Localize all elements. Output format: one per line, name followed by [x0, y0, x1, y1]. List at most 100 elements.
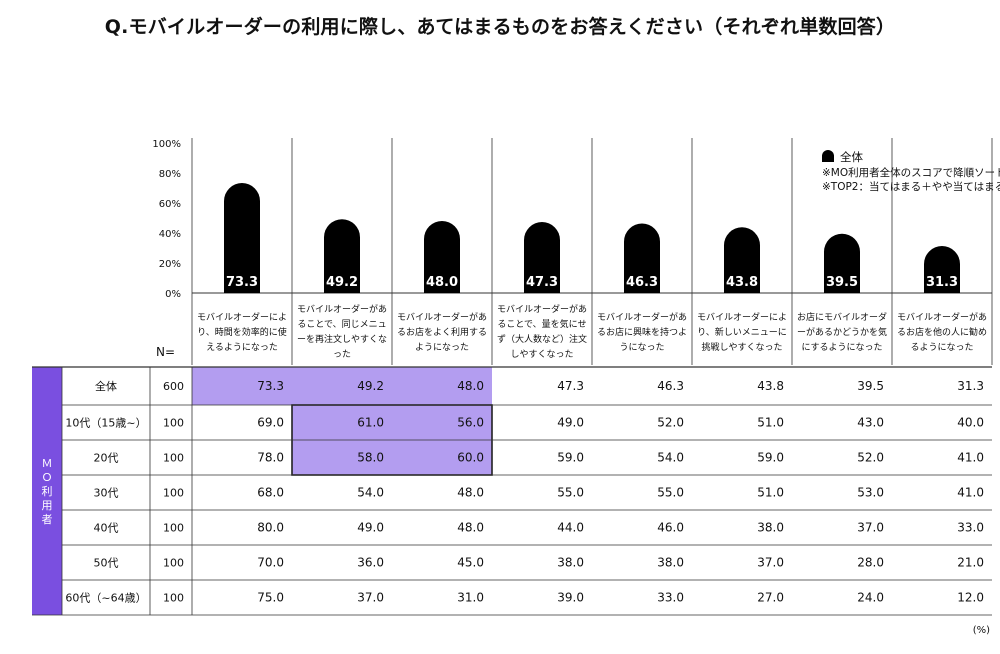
group-label-char: 者 — [42, 513, 53, 526]
n-header: N= — [156, 345, 176, 359]
row-n-value: 100 — [163, 452, 184, 465]
table-cell-value: 70.0 — [257, 556, 284, 570]
highlight-cell — [292, 367, 392, 405]
bar — [724, 227, 760, 293]
table-cell-value: 55.0 — [657, 486, 684, 500]
table-cell-value: 31.0 — [457, 591, 484, 605]
table-cell-value: 33.0 — [657, 591, 684, 605]
table-cell-value: 75.0 — [257, 591, 284, 605]
table-cell-value: 45.0 — [457, 556, 484, 570]
unit-label: (%) — [972, 625, 990, 636]
table-cell-value: 49.2 — [357, 379, 384, 393]
y-tick-label: 80% — [159, 169, 181, 180]
row-label: 60代（~64歳） — [65, 592, 146, 605]
highlight-cell — [392, 440, 492, 475]
table-cell-value: 78.0 — [257, 451, 284, 465]
y-tick-label: 0% — [165, 289, 181, 300]
table-cell-value: 59.0 — [757, 451, 784, 465]
row-label: 30代 — [94, 487, 119, 500]
row-n-value: 100 — [163, 557, 184, 570]
table-cell-value: 48.0 — [457, 379, 484, 393]
bar — [524, 222, 560, 293]
table-cell-value: 56.0 — [457, 416, 484, 430]
table-cell-value: 58.0 — [357, 451, 384, 465]
highlight-cell — [392, 405, 492, 440]
row-label: 50代 — [94, 557, 119, 570]
table-cell-value: 46.0 — [657, 521, 684, 535]
table-cell-value: 40.0 — [957, 416, 984, 430]
table-cell-value: 54.0 — [357, 486, 384, 500]
group-label-char: 利 — [42, 485, 53, 498]
bar — [224, 183, 260, 293]
bar — [324, 219, 360, 293]
table-cell-value: 54.0 — [657, 451, 684, 465]
table-cell-value: 31.3 — [957, 379, 984, 393]
table-cell-value: 53.0 — [857, 486, 884, 500]
y-tick-label: 20% — [159, 259, 181, 270]
table-cell-value: 59.0 — [557, 451, 584, 465]
legend-series-label: 全体 — [840, 150, 863, 164]
table-cell-value: 33.0 — [957, 521, 984, 535]
table-cell-value: 38.0 — [757, 521, 784, 535]
table-cell-value: 21.0 — [957, 556, 984, 570]
row-n-value: 600 — [163, 380, 184, 393]
table-cell-value: 60.0 — [457, 451, 484, 465]
table-cell-value: 48.0 — [457, 521, 484, 535]
table-cell-value: 43.8 — [757, 379, 784, 393]
table-cell-value: 52.0 — [657, 416, 684, 430]
highlight-cell — [292, 440, 392, 475]
row-label: 10代（15歳~） — [65, 417, 146, 430]
row-label: 40代 — [94, 522, 119, 535]
table-cell-value: 24.0 — [857, 591, 884, 605]
bar — [624, 223, 660, 293]
table-cell-value: 52.0 — [857, 451, 884, 465]
bar-value-label: 48.0 — [426, 275, 458, 290]
highlight-cell — [292, 405, 392, 440]
row-n-value: 100 — [163, 522, 184, 535]
bar-value-label: 47.3 — [526, 275, 558, 290]
legend: 全体 ※MO利用者全体のスコアで降順ソート ※TOP2：当てはまる＋やや当てはま… — [822, 150, 1000, 195]
table-cell-value: 36.0 — [357, 556, 384, 570]
row-n-value: 100 — [163, 592, 184, 605]
table-cell-value: 49.0 — [357, 521, 384, 535]
table-cell-value: 51.0 — [757, 486, 784, 500]
table-cell-value: 48.0 — [457, 486, 484, 500]
table-cell-value: 46.3 — [657, 379, 684, 393]
highlight-cell — [392, 367, 492, 405]
table-cell-value: 51.0 — [757, 416, 784, 430]
bar — [424, 221, 460, 293]
group-label-cell — [32, 367, 62, 615]
table-cell-value: 43.0 — [857, 416, 884, 430]
row-n-value: 100 — [163, 487, 184, 500]
table-cell-value: 12.0 — [957, 591, 984, 605]
bar-value-label: 73.3 — [226, 275, 258, 290]
row-label: 20代 — [94, 452, 119, 465]
table-cell-value: 37.0 — [757, 556, 784, 570]
table-cell-value: 27.0 — [757, 591, 784, 605]
table-cell-value: 47.3 — [557, 379, 584, 393]
legend-note-top2: ※TOP2：当てはまる＋やや当てはまる — [822, 181, 1000, 193]
bar — [824, 233, 860, 293]
bar-value-label: 49.2 — [326, 275, 358, 290]
bar-value-label: 43.8 — [726, 275, 758, 290]
table-cell-value: 38.0 — [557, 556, 584, 570]
table-cell-value: 69.0 — [257, 416, 284, 430]
bar-value-label: 31.3 — [926, 275, 958, 290]
y-tick-label: 100% — [152, 139, 181, 150]
group-label-char: 用 — [42, 499, 53, 512]
table-cell-value: 80.0 — [257, 521, 284, 535]
bar-value-label: 39.5 — [826, 275, 858, 290]
table-cell-value: 73.3 — [257, 379, 284, 393]
table-cell-value: 39.5 — [857, 379, 884, 393]
table-cell-value: 68.0 — [257, 486, 284, 500]
legend-swatch — [822, 150, 834, 162]
table-cell-value: 41.0 — [957, 451, 984, 465]
table-cell-value: 37.0 — [357, 591, 384, 605]
row-n-value: 100 — [163, 417, 184, 430]
y-tick-label: 60% — [159, 199, 181, 210]
row-label: 全体 — [95, 379, 117, 393]
bar — [924, 246, 960, 293]
group-label-char: Ｍ — [42, 457, 53, 470]
table-cell-value: 55.0 — [557, 486, 584, 500]
